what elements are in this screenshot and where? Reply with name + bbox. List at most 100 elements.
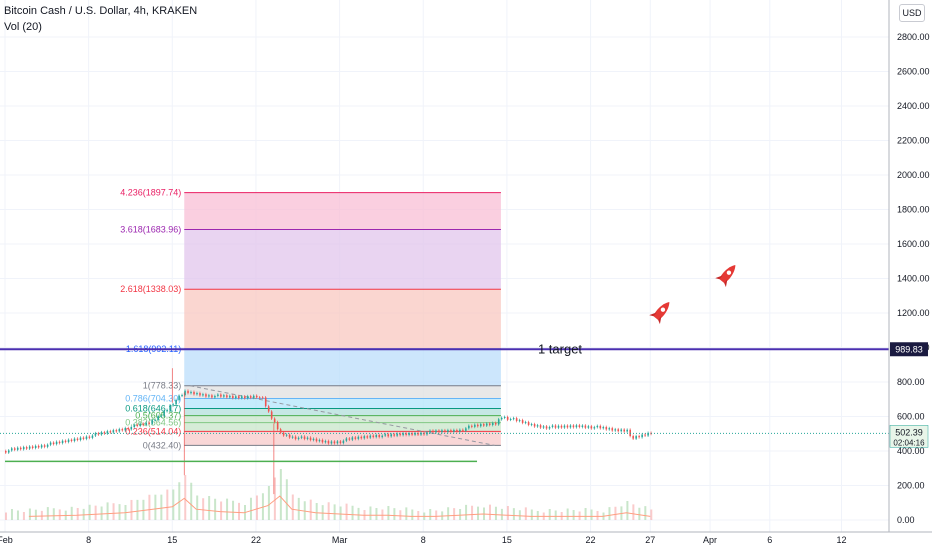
candle-body — [226, 395, 228, 398]
candle-body — [25, 447, 28, 449]
candle-body — [187, 390, 189, 394]
candle-body — [169, 405, 171, 411]
x-tick-label: 15 — [167, 535, 177, 545]
candle-body — [441, 430, 443, 433]
candle-body — [154, 419, 156, 421]
volume-bar — [447, 507, 450, 520]
y-tick-label: 0.00 — [897, 515, 915, 525]
currency-button[interactable]: USD — [899, 4, 925, 22]
volume-bar — [506, 506, 509, 520]
candle-body — [276, 422, 279, 430]
symbol-title[interactable]: Bitcoin Cash / U.S. Dollar, 4h, KRAKEN — [4, 5, 198, 17]
volume-bar — [566, 508, 569, 520]
y-tick-label: 2800.00 — [897, 32, 930, 42]
candle-body — [28, 446, 31, 449]
candle-body — [429, 430, 431, 433]
volume-bar — [226, 498, 229, 520]
fib-zone — [184, 422, 501, 432]
candle-body — [342, 440, 345, 444]
fib-level-label: 3.618(1683.96) — [120, 225, 181, 235]
volume-bar — [530, 509, 533, 520]
candle-body — [384, 434, 387, 436]
fib-level-label: 4.236(1897.74) — [120, 188, 181, 198]
candle-body — [623, 429, 626, 432]
candle-body — [312, 438, 315, 441]
volume-bar — [142, 499, 145, 520]
rocket-icon[interactable] — [649, 298, 675, 325]
candle-body — [43, 445, 46, 447]
volume-bar — [255, 495, 258, 520]
volume-bar — [202, 498, 205, 520]
candle-body — [569, 425, 572, 428]
candle-body — [184, 390, 186, 396]
price-axis[interactable]: 0.00200.00400.00600.00800.001000.001200.… — [888, 0, 932, 550]
candle-body — [252, 395, 255, 398]
candle-body — [330, 441, 333, 444]
x-tick-label: 22 — [586, 535, 596, 545]
last-price-text: 502.39 — [895, 427, 923, 437]
candle-body — [641, 434, 643, 438]
drawn-lines[interactable]: 1 target — [0, 341, 889, 463]
candle-body — [73, 438, 76, 441]
candle-body — [241, 396, 243, 399]
candle-body — [258, 397, 261, 399]
target-line-label: 1 target — [538, 341, 582, 356]
candle-body — [423, 432, 425, 435]
volume-bar — [220, 501, 223, 520]
candle-body — [503, 416, 506, 418]
candle-body — [393, 434, 395, 436]
candle-body — [175, 399, 177, 405]
time-axis[interactable]: Feb 8 15 22 Mar 8 15 22 27 Apr 6 12 — [0, 531, 932, 545]
candle-body — [127, 428, 130, 430]
candle-body — [22, 447, 25, 450]
candle-body — [145, 422, 148, 425]
candle-body — [533, 424, 536, 427]
candle-body — [542, 426, 545, 428]
rocket-fin-left — [649, 312, 657, 317]
candle-body — [327, 441, 330, 444]
candle-body — [160, 415, 162, 417]
candle-body — [614, 429, 617, 431]
candle-body — [521, 420, 524, 423]
candle-body — [345, 438, 348, 441]
volume-indicator-label[interactable]: Vol (20) — [4, 21, 42, 33]
candle-body — [497, 419, 500, 425]
x-tick-label: Feb — [0, 535, 13, 545]
fib-level-label: 0.618(646.17) — [125, 404, 181, 414]
volume-bar — [405, 507, 408, 520]
candle-body — [485, 423, 488, 426]
candle-body — [267, 406, 270, 412]
candle-body — [31, 446, 34, 449]
candle-body — [324, 441, 327, 443]
candle-body — [34, 445, 37, 449]
candle-body — [375, 434, 378, 438]
price-axis-bg — [889, 0, 932, 550]
candle-body — [279, 429, 282, 433]
volume-bar — [357, 507, 360, 520]
volume-bar — [291, 494, 294, 520]
volume-bar — [590, 509, 593, 520]
volume-bar — [58, 509, 61, 520]
volume-bar — [178, 482, 181, 520]
volume-bar — [417, 511, 420, 520]
volume-bar — [626, 501, 629, 520]
candle-body — [509, 418, 512, 420]
volume-bar — [435, 510, 438, 520]
volume-bar — [399, 510, 402, 520]
fib-level-label: 2.618(1338.03) — [120, 284, 181, 294]
candle-body — [232, 395, 234, 399]
candle-body — [291, 436, 294, 438]
candle-body — [378, 434, 381, 438]
y-tick-label: 2000.00 — [897, 170, 930, 180]
volume-bar — [232, 500, 235, 520]
volume-bar — [208, 496, 211, 520]
fib-level-label: 0(432.40) — [143, 440, 182, 450]
candle-body — [635, 436, 637, 439]
trend-line[interactable] — [190, 385, 496, 446]
rocket-annotations[interactable] — [649, 261, 741, 325]
candle-body — [220, 394, 222, 397]
y-tick-label: 2200.00 — [897, 136, 930, 146]
rocket-icon[interactable] — [715, 261, 741, 288]
fib-extension-tool[interactable]: 0(432.40)0.236(514.04)0.382(564.56)0.5(6… — [120, 188, 501, 451]
